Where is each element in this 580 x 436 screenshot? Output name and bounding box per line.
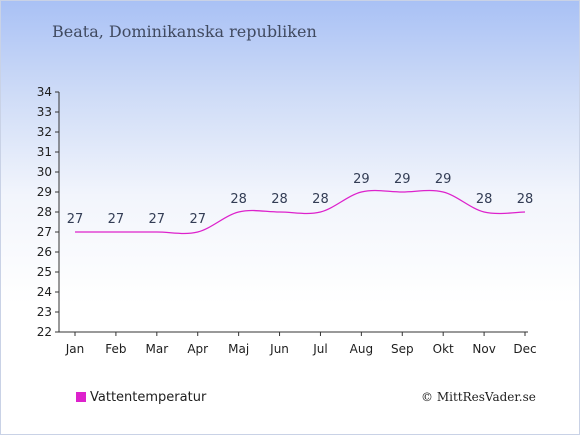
- data-labels: 27 27 27 27 28 28 28 29 29 29 28 28: [67, 172, 534, 227]
- legend: Vattentemperatur: [76, 390, 206, 405]
- y-tick-label: 34: [37, 85, 52, 99]
- chart-title: Beata, Dominikanska republiken: [52, 22, 317, 41]
- y-tick-label: 33: [37, 105, 52, 119]
- data-label: 27: [108, 212, 125, 227]
- copyright-credit: © MittResVader.se: [421, 390, 536, 404]
- data-label: 28: [230, 192, 247, 207]
- legend-label: Vattentemperatur: [90, 390, 207, 405]
- y-tick-label: 26: [37, 245, 52, 259]
- x-tick-label: Feb: [105, 342, 126, 356]
- x-tick-label: Dec: [513, 342, 536, 356]
- x-tick-label: Jul: [312, 342, 327, 356]
- data-label: 29: [435, 172, 452, 187]
- y-tick-label: 28: [37, 205, 52, 219]
- data-label: 28: [312, 192, 329, 207]
- x-tick-label: Mar: [145, 342, 168, 356]
- x-tick-label: Okt: [433, 342, 454, 356]
- data-label: 28: [517, 192, 534, 207]
- y-tick-label: 30: [37, 165, 52, 179]
- y-tick-label: 32: [37, 125, 52, 139]
- legend-swatch: [76, 392, 86, 402]
- data-label: 29: [394, 172, 411, 187]
- data-label: 27: [149, 212, 166, 227]
- data-label: 27: [67, 212, 84, 227]
- series-vattentemperatur: [75, 189, 526, 235]
- data-label: 27: [189, 212, 206, 227]
- x-tick-label: Jun: [269, 342, 289, 356]
- data-label: 29: [353, 172, 370, 187]
- x-tick-label: Sep: [391, 342, 414, 356]
- data-label: 28: [271, 192, 288, 207]
- y-tick-label: 29: [37, 185, 52, 199]
- x-tick-label: Nov: [472, 342, 495, 356]
- y-tick-label: 23: [37, 305, 52, 319]
- x-tick-label: Apr: [187, 342, 208, 356]
- x-tick-label: Maj: [228, 342, 249, 356]
- x-axis: Jan Feb Mar Apr Maj Jun Jul Aug Sep Okt Nov Dec: [59, 331, 537, 356]
- y-tick-label: 24: [37, 285, 52, 299]
- y-tick-label: 22: [37, 325, 52, 339]
- data-label: 28: [476, 192, 493, 207]
- y-tick-label: 31: [37, 145, 52, 159]
- x-tick-label: Aug: [350, 342, 373, 356]
- series-line: [75, 189, 526, 235]
- y-tick-label: 27: [37, 225, 52, 239]
- x-tick-label: Jan: [65, 342, 85, 356]
- y-axis: 22 23 24 25 26 27 28 29 30 31 32 33 34: [37, 85, 60, 339]
- y-tick-label: 25: [37, 265, 52, 279]
